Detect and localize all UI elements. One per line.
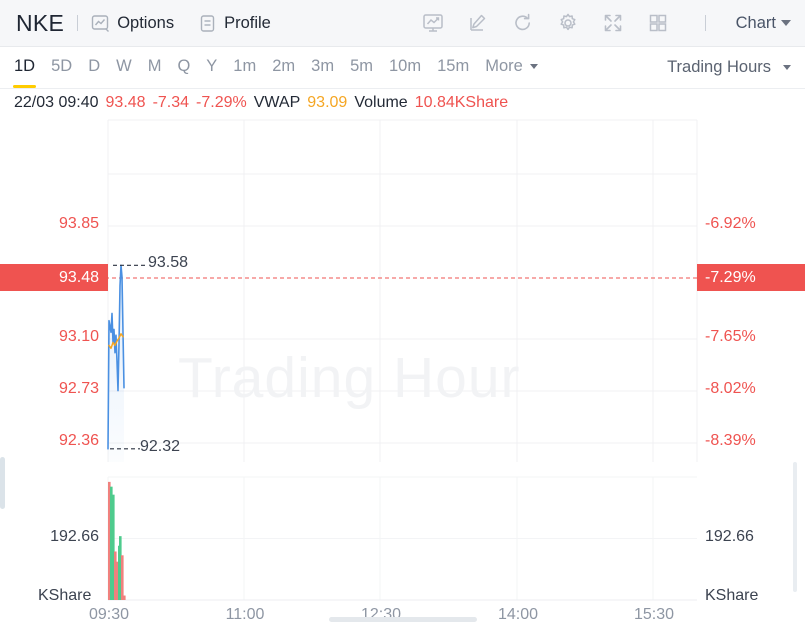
tab-15m[interactable]: 15m — [437, 57, 470, 75]
tab-more-dropdown[interactable]: More — [485, 57, 538, 78]
percent-axis-label-right-0: -6.92% — [705, 215, 756, 232]
tab-d[interactable]: D — [88, 57, 101, 75]
left-scroll-handle[interactable] — [0, 457, 5, 509]
percent-axis-label-right-3: -8.02% — [705, 380, 756, 397]
chart-monitor-icon[interactable] — [422, 12, 444, 34]
options-chart-icon — [91, 14, 110, 33]
vwap-value: 93.09 — [307, 94, 348, 111]
tab-q[interactable]: Q — [177, 57, 191, 75]
chevron-down-icon — [783, 65, 791, 70]
price-axis-label-left-0: 93.85 — [58, 215, 99, 232]
chart-area[interactable]: Trading Hour 93.85 93.10 92.73 92.36 -6.… — [0, 117, 805, 623]
tab-10m[interactable]: 10m — [388, 57, 422, 75]
tab-5d[interactable]: 5D — [51, 57, 73, 75]
profile-label: Profile — [224, 13, 271, 32]
header-divider — [77, 15, 79, 31]
fullscreen-icon[interactable] — [602, 12, 624, 34]
symbol-title: NKE — [16, 9, 65, 36]
volume-label: Volume — [354, 94, 408, 111]
time-axis-label-1: 11:00 — [225, 606, 265, 623]
options-label: Options — [117, 13, 175, 32]
volume-axis-label-left: 192.66 — [50, 527, 99, 545]
profile-document-icon — [198, 14, 217, 33]
chevron-down-icon — [781, 20, 791, 26]
trading-hours-label: Trading Hours — [667, 58, 771, 76]
time-axis-label-4: 15:30 — [633, 606, 675, 623]
refresh-icon[interactable] — [512, 12, 534, 34]
chart-canvas[interactable] — [0, 117, 805, 615]
quote-datetime: 22/03 09:40 — [14, 94, 99, 111]
price-axis-label-left-2: 93.10 — [58, 328, 99, 345]
time-axis-label-3: 14:00 — [497, 606, 539, 623]
trading-hours-dropdown[interactable]: Trading Hours — [667, 58, 791, 77]
current-price-badge: 93.48 — [0, 264, 108, 291]
chart-type-label: Chart — [735, 13, 776, 32]
period-tab-bar: 1D 5D D W M Q Y 1m 2m 3m 5m 10m 15m More… — [0, 47, 805, 89]
tab-y[interactable]: Y — [206, 57, 218, 75]
day-high-label: 93.58 — [148, 254, 189, 272]
tab-5m[interactable]: 5m — [350, 57, 373, 75]
percent-axis-label-right-2: -7.65% — [705, 328, 756, 345]
tab-w[interactable]: W — [116, 57, 132, 75]
quote-price: 93.48 — [105, 94, 146, 111]
tab-3m[interactable]: 3m — [311, 57, 335, 75]
current-change-percent-badge: -7.29% — [697, 264, 805, 291]
chevron-down-icon — [529, 64, 538, 69]
percent-axis-label-right-4: -8.39% — [705, 432, 756, 449]
right-scroll-handle[interactable] — [793, 462, 797, 592]
volume-unit-label-left: KShare — [38, 587, 92, 604]
price-axis-label-left-3: 92.73 — [58, 380, 99, 397]
draw-pencil-icon[interactable] — [467, 12, 489, 34]
volume-axis-label-right: 192.66 — [705, 527, 754, 545]
tab-more-label: More — [485, 57, 523, 75]
volume-unit-label-right: KShare — [705, 587, 759, 604]
chart-type-dropdown[interactable]: Chart — [736, 14, 791, 33]
gear-icon[interactable] — [557, 12, 579, 34]
header-toolbar: Chart — [422, 12, 791, 34]
profile-link[interactable]: Profile — [198, 14, 271, 33]
day-low-label: 92.32 — [140, 437, 181, 455]
tab-m[interactable]: M — [147, 57, 162, 75]
grid-layout-icon[interactable] — [647, 12, 669, 34]
toolbar-divider — [704, 15, 706, 31]
price-axis-label-left-4: 92.36 — [58, 432, 99, 449]
quote-change-percent: -7.29% — [196, 94, 247, 111]
app-header: NKE Options Profile — [0, 0, 805, 47]
time-axis-label-0: 09:30 — [88, 606, 130, 623]
volume-value: 10.84KShare — [414, 94, 509, 111]
tab-1d[interactable]: 1D — [12, 57, 37, 88]
quote-stats-bar: 22/03 09:40 93.48 -7.34 -7.29% VWAP 93.0… — [0, 89, 805, 117]
horizontal-scrollbar[interactable] — [329, 617, 477, 622]
options-link[interactable]: Options — [91, 14, 174, 33]
vwap-label: VWAP — [253, 94, 301, 111]
quote-change: -7.34 — [152, 94, 190, 111]
tab-2m[interactable]: 2m — [272, 57, 296, 75]
tab-1m[interactable]: 1m — [233, 57, 257, 75]
